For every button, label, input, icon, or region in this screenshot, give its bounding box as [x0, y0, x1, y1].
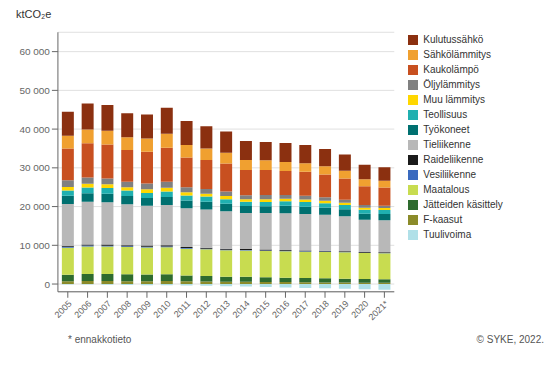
svg-text:2016: 2016	[270, 299, 291, 320]
svg-text:50 000: 50 000	[19, 85, 50, 96]
html-text:Kaukolämpö: Kaukolämpö	[423, 64, 479, 75]
svg-text:2018: 2018	[310, 299, 331, 320]
svg-text:2007: 2007	[92, 299, 113, 320]
html-text:Tuulivoima: Tuulivoima	[423, 229, 472, 240]
html-text:Tieliikenne: Tieliikenne	[423, 139, 471, 150]
svg-text:20 000: 20 000	[19, 201, 50, 212]
html-text:Vesiliikenne: Vesiliikenne	[423, 169, 477, 180]
html-text:Kulutussähkö: Kulutussähkö	[423, 34, 484, 45]
html-text:Työkoneet: Työkoneet	[423, 124, 470, 135]
svg-text:2017: 2017	[290, 299, 311, 320]
svg-text:2010: 2010	[151, 299, 172, 320]
svg-text:2019: 2019	[330, 299, 351, 320]
html-text:Teollisuus: Teollisuus	[423, 109, 468, 120]
svg-text:2006: 2006	[72, 299, 93, 320]
svg-text:0: 0	[44, 279, 50, 290]
html-text:Maatalous: Maatalous	[423, 184, 470, 195]
svg-text:2009: 2009	[132, 299, 153, 320]
svg-text:2005: 2005	[53, 299, 74, 320]
svg-text:30 000: 30 000	[19, 162, 50, 173]
svg-text:10 000: 10 000	[19, 240, 50, 251]
html-text:Jätteiden käsittely: Jätteiden käsittely	[423, 199, 503, 210]
svg-text:2021*: 2021*	[367, 298, 391, 322]
svg-text:2011: 2011	[172, 299, 193, 320]
html-text:F-kaasut: F-kaasut	[423, 214, 463, 225]
html-text:Raideliikenne: Raideliikenne	[423, 154, 484, 165]
svg-text:2012: 2012	[191, 299, 212, 320]
svg-text:2008: 2008	[112, 299, 133, 320]
svg-text:2014: 2014	[231, 299, 252, 320]
svg-text:2013: 2013	[211, 299, 232, 320]
html-text:* ennakkotieto: * ennakkotieto	[68, 334, 132, 345]
html-text:Muu lämmitys: Muu lämmitys	[423, 94, 485, 105]
svg-text:2015: 2015	[250, 299, 271, 320]
html-text:ktCO₂e: ktCO₂e	[16, 8, 52, 20]
html-text:Öljylämmitys: Öljylämmitys	[423, 79, 480, 90]
svg-text:60 000: 60 000	[19, 46, 50, 57]
svg-text:40 000: 40 000	[19, 124, 50, 135]
html-text:Sähkölämmitys: Sähkölämmitys	[423, 49, 492, 60]
html-text:© SYKE, 2022.: © SYKE, 2022.	[476, 334, 544, 345]
svg-text:2020: 2020	[349, 298, 371, 320]
